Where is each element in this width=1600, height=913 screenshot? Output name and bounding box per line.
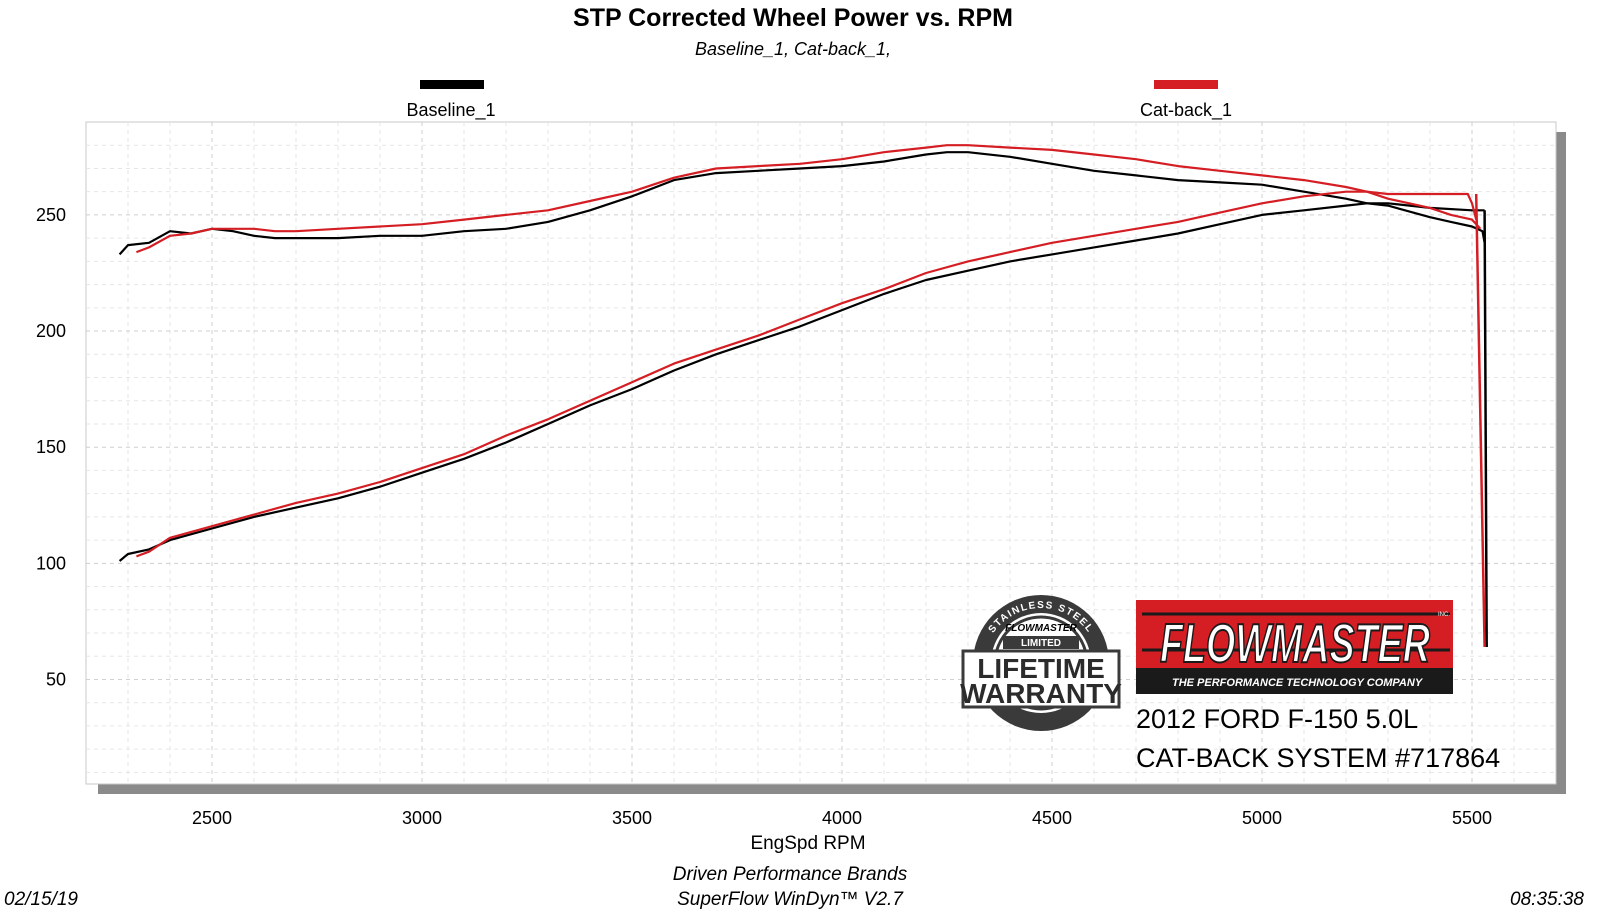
legend-swatch-catback: [1154, 80, 1218, 89]
y-tick-label: 150: [36, 437, 66, 457]
logo-black-band: [1136, 668, 1453, 694]
series-line-catback-power: [136, 144, 1482, 254]
x-tick-label: 3500: [612, 808, 652, 828]
x-tick-label: 5000: [1242, 808, 1282, 828]
chart-title: STP Corrected Wheel Power vs. RPM: [573, 4, 1013, 32]
badge-warranty: WARRANTY: [960, 678, 1122, 709]
footer-date: 02/15/19: [4, 889, 78, 910]
x-tick-label: 5500: [1452, 808, 1492, 828]
footer-time: 08:35:38: [1510, 889, 1584, 910]
logo-wordmark: FLOWMASTER: [1160, 612, 1430, 674]
y-tick-label: 250: [36, 205, 66, 225]
x-tick-label: 4000: [822, 808, 862, 828]
flowmaster-logo: FLOWMASTER INC. THE PERFORMANCE TECHNOLO…: [1136, 600, 1453, 694]
y-tick-label: 50: [46, 669, 66, 689]
vehicle-line2: CAT-BACK SYSTEM #717864: [1136, 743, 1500, 773]
y-tick-label: 200: [36, 321, 66, 341]
series-lines: [118, 144, 1488, 647]
grid: [86, 122, 1556, 784]
tick-labels: 2500 3000 3500 4000 4500 5000 5500 50 100 150 200 2…: [36, 205, 1492, 828]
x-axis-title: EngSpd RPM: [750, 833, 865, 854]
y-tick-label: 100: [36, 553, 66, 573]
series-line-baseline-power: [118, 151, 1486, 256]
x-tick-label: 2500: [192, 808, 232, 828]
badge-banner: [961, 649, 1121, 709]
vehicle-line1: 2012 FORD F-150 5.0L: [1136, 704, 1418, 734]
badge-lifetime: LIFETIME: [977, 653, 1105, 684]
legend-label-baseline: Baseline_1: [406, 100, 495, 121]
catback-drop-line: [1474, 193, 1486, 647]
warranty-badge: STAINLESS STEEL FLOWMASTER LIMITED LIFET…: [960, 595, 1122, 731]
footer-line1: Driven Performance Brands: [673, 864, 908, 885]
legend: Baseline_1 Cat-back_1: [406, 80, 1232, 121]
legend-swatch-baseline: [420, 80, 484, 89]
legend-label-catback: Cat-back_1: [1140, 100, 1232, 121]
logo-inc: INC.: [1438, 612, 1450, 618]
badge-brand: FLOWMASTER: [1005, 623, 1077, 634]
series-line-catback-torque: [136, 190, 1478, 558]
x-tick-label: 4500: [1032, 808, 1072, 828]
baseline-drop-line: [1483, 210, 1488, 647]
series-line-baseline-torque: [118, 202, 1485, 562]
logo-tagline: THE PERFORMANCE TECHNOLOGY COMPANY: [1172, 677, 1424, 689]
badge-limited-bar: [1003, 636, 1079, 649]
badge-limited: LIMITED: [1021, 638, 1061, 649]
footer-line2: SuperFlow WinDyn™ V2.7: [677, 889, 904, 910]
x-tick-label: 3000: [402, 808, 442, 828]
chart-subtitle: Baseline_1, Cat-back_1,: [695, 39, 891, 59]
